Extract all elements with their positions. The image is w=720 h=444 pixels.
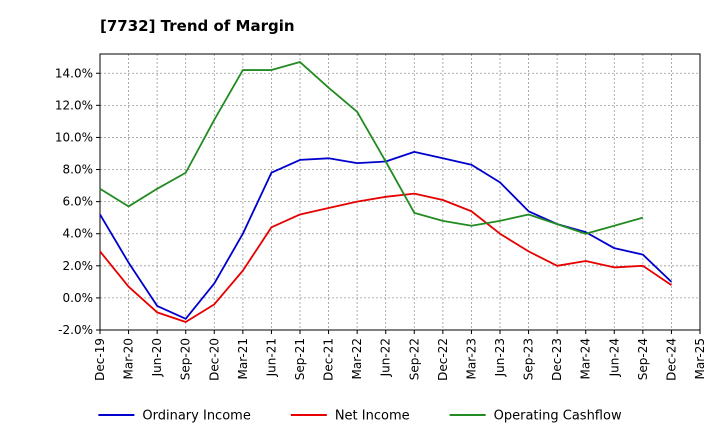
x-tick-label: Dec-19 (93, 338, 107, 381)
x-tick-label: Jun-20 (150, 338, 164, 377)
x-tick-label: Sep-22 (407, 338, 421, 380)
series-layer (99, 61, 673, 323)
x-tick-label: Dec-24 (664, 338, 678, 381)
x-tick-label: Dec-23 (550, 338, 564, 381)
y-tick-label: 12.0% (55, 98, 93, 112)
legend-label: Ordinary Income (142, 409, 250, 424)
axis-layer: -2.0% 0.0% 2.0% 4.0% 6.0% 8.0% 10.0% 12.0% 14.0%… (55, 53, 707, 381)
y-tick-label: 2.0% (63, 259, 94, 273)
y-tick-label: 6.0% (63, 195, 94, 209)
x-tick-label: Mar-25 (693, 338, 707, 379)
x-tick-label: Dec-22 (436, 338, 450, 381)
plot-frame (99, 53, 701, 331)
legend-item: Net Income (290, 409, 410, 424)
x-tick-label: Mar-22 (350, 338, 364, 379)
y-tick-label: 4.0% (63, 227, 94, 241)
y-tick-label: 10.0% (55, 130, 93, 144)
series-line-operating-cashflow (99, 61, 644, 235)
x-tick-label: Mar-20 (122, 338, 136, 379)
x-tick-label: Dec-20 (207, 338, 221, 381)
x-tick-label: Jun-21 (264, 338, 278, 377)
chart-title: [7732] Trend of Margin (100, 17, 295, 35)
legend-item: Ordinary Income (98, 409, 251, 424)
x-tick-label: Mar-21 (236, 338, 250, 379)
x-tick-label: Mar-23 (464, 338, 478, 379)
x-tick-label: Jun-23 (493, 338, 507, 377)
x-tick-label: Jun-24 (607, 338, 621, 377)
grid-layer (99, 54, 701, 331)
legend: Ordinary Income Net Income Operating Cashf… (98, 409, 622, 424)
x-tick-label: Sep-20 (179, 338, 193, 380)
y-tick-label: -2.0% (58, 323, 93, 337)
x-tick-label: Jun-22 (379, 338, 393, 377)
legend-label: Operating Cashflow (494, 409, 622, 424)
y-tick-label: 0.0% (63, 291, 94, 305)
legend-item: Operating Cashflow (449, 409, 622, 424)
legend-label: Net Income (335, 409, 410, 424)
x-tick-label: Mar-24 (579, 338, 593, 379)
x-tick-label: Dec-21 (322, 338, 336, 381)
x-tick-label: Sep-21 (293, 338, 307, 380)
series-line-net-income (99, 192, 672, 323)
x-tick-label: Sep-24 (636, 338, 650, 380)
y-tick-label: 14.0% (55, 66, 93, 80)
y-tick-label: 8.0% (63, 163, 94, 177)
x-tick-label: Sep-23 (522, 338, 536, 380)
